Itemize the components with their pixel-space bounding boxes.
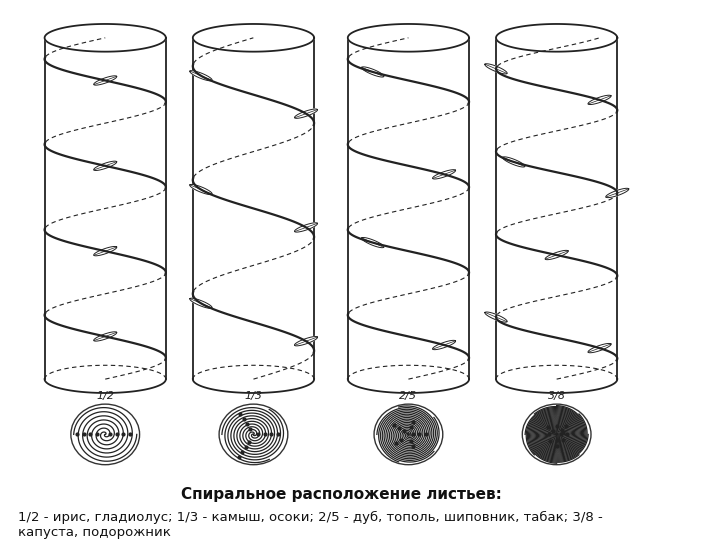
Polygon shape <box>190 298 212 308</box>
Polygon shape <box>348 38 469 379</box>
Polygon shape <box>94 161 117 171</box>
Polygon shape <box>294 223 318 232</box>
Polygon shape <box>496 24 617 52</box>
Polygon shape <box>94 332 117 341</box>
Text: 1/2 - ирис, гладиолус; 1/3 - камыш, осоки; 2/5 - дуб, тополь, шиповник, табак; 3: 1/2 - ирис, гладиолус; 1/3 - камыш, осок… <box>18 511 603 539</box>
Polygon shape <box>588 95 611 105</box>
Polygon shape <box>433 170 456 179</box>
Polygon shape <box>361 238 384 248</box>
Text: Спиральное расположение листьев:: Спиральное расположение листьев: <box>181 487 502 502</box>
Polygon shape <box>606 188 629 198</box>
Polygon shape <box>45 24 166 52</box>
Polygon shape <box>485 64 507 74</box>
Polygon shape <box>294 109 318 118</box>
Polygon shape <box>545 251 568 260</box>
Polygon shape <box>294 336 318 346</box>
Polygon shape <box>485 312 507 322</box>
Text: 1/3: 1/3 <box>245 391 263 401</box>
Polygon shape <box>503 157 525 167</box>
Polygon shape <box>193 24 314 52</box>
Polygon shape <box>193 38 314 379</box>
Polygon shape <box>496 38 617 379</box>
Polygon shape <box>348 24 469 52</box>
Polygon shape <box>45 38 166 379</box>
Polygon shape <box>190 71 212 81</box>
Polygon shape <box>433 340 456 350</box>
Polygon shape <box>190 185 212 194</box>
Text: 3/8: 3/8 <box>548 391 566 401</box>
Text: 2/5: 2/5 <box>400 391 418 401</box>
Text: 1/2: 1/2 <box>96 391 114 401</box>
Polygon shape <box>361 67 384 77</box>
Polygon shape <box>588 343 611 353</box>
Polygon shape <box>94 76 117 85</box>
Polygon shape <box>94 246 117 256</box>
